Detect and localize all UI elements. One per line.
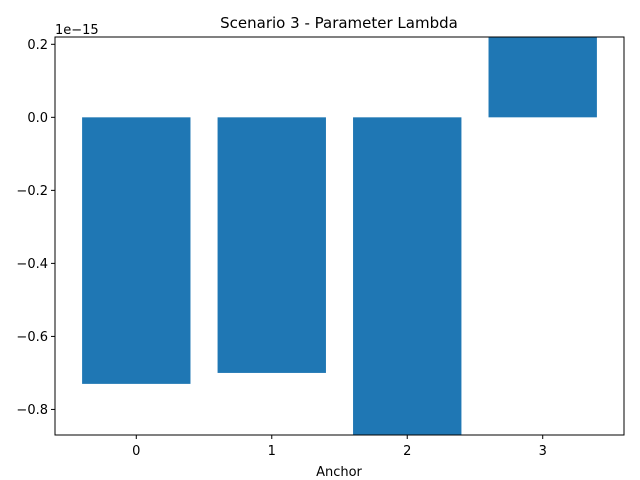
y-scale-label: 1e−15 <box>55 23 99 38</box>
x-tick-label-2: 2 <box>403 444 411 459</box>
y-tick-label-5: −0.8 <box>16 403 48 418</box>
x-axis-label: Anchor <box>316 465 362 480</box>
bar-0 <box>82 117 191 384</box>
axes-frame <box>54 36 625 436</box>
y-tick-label-3: −0.4 <box>16 257 48 272</box>
x-tick-label-1: 1 <box>268 444 276 459</box>
bar-2 <box>353 117 462 436</box>
y-tick-label-2: −0.2 <box>16 184 48 199</box>
y-tick-label-1: 0.0 <box>27 111 48 126</box>
bar-1 <box>217 117 326 373</box>
chart-title: Scenario 3 - Parameter Lambda <box>220 14 458 32</box>
plot-area: 0.2 0.0 −0.2 −0.4 −0.6 −0.8 0 1 2 3 <box>16 36 625 459</box>
y-tick-label-0: 0.2 <box>27 38 48 53</box>
x-tick-label-0: 0 <box>132 444 140 459</box>
y-tick-label-4: −0.6 <box>16 330 48 345</box>
x-tick-label-3: 3 <box>539 444 547 459</box>
bar-3 <box>488 37 597 118</box>
